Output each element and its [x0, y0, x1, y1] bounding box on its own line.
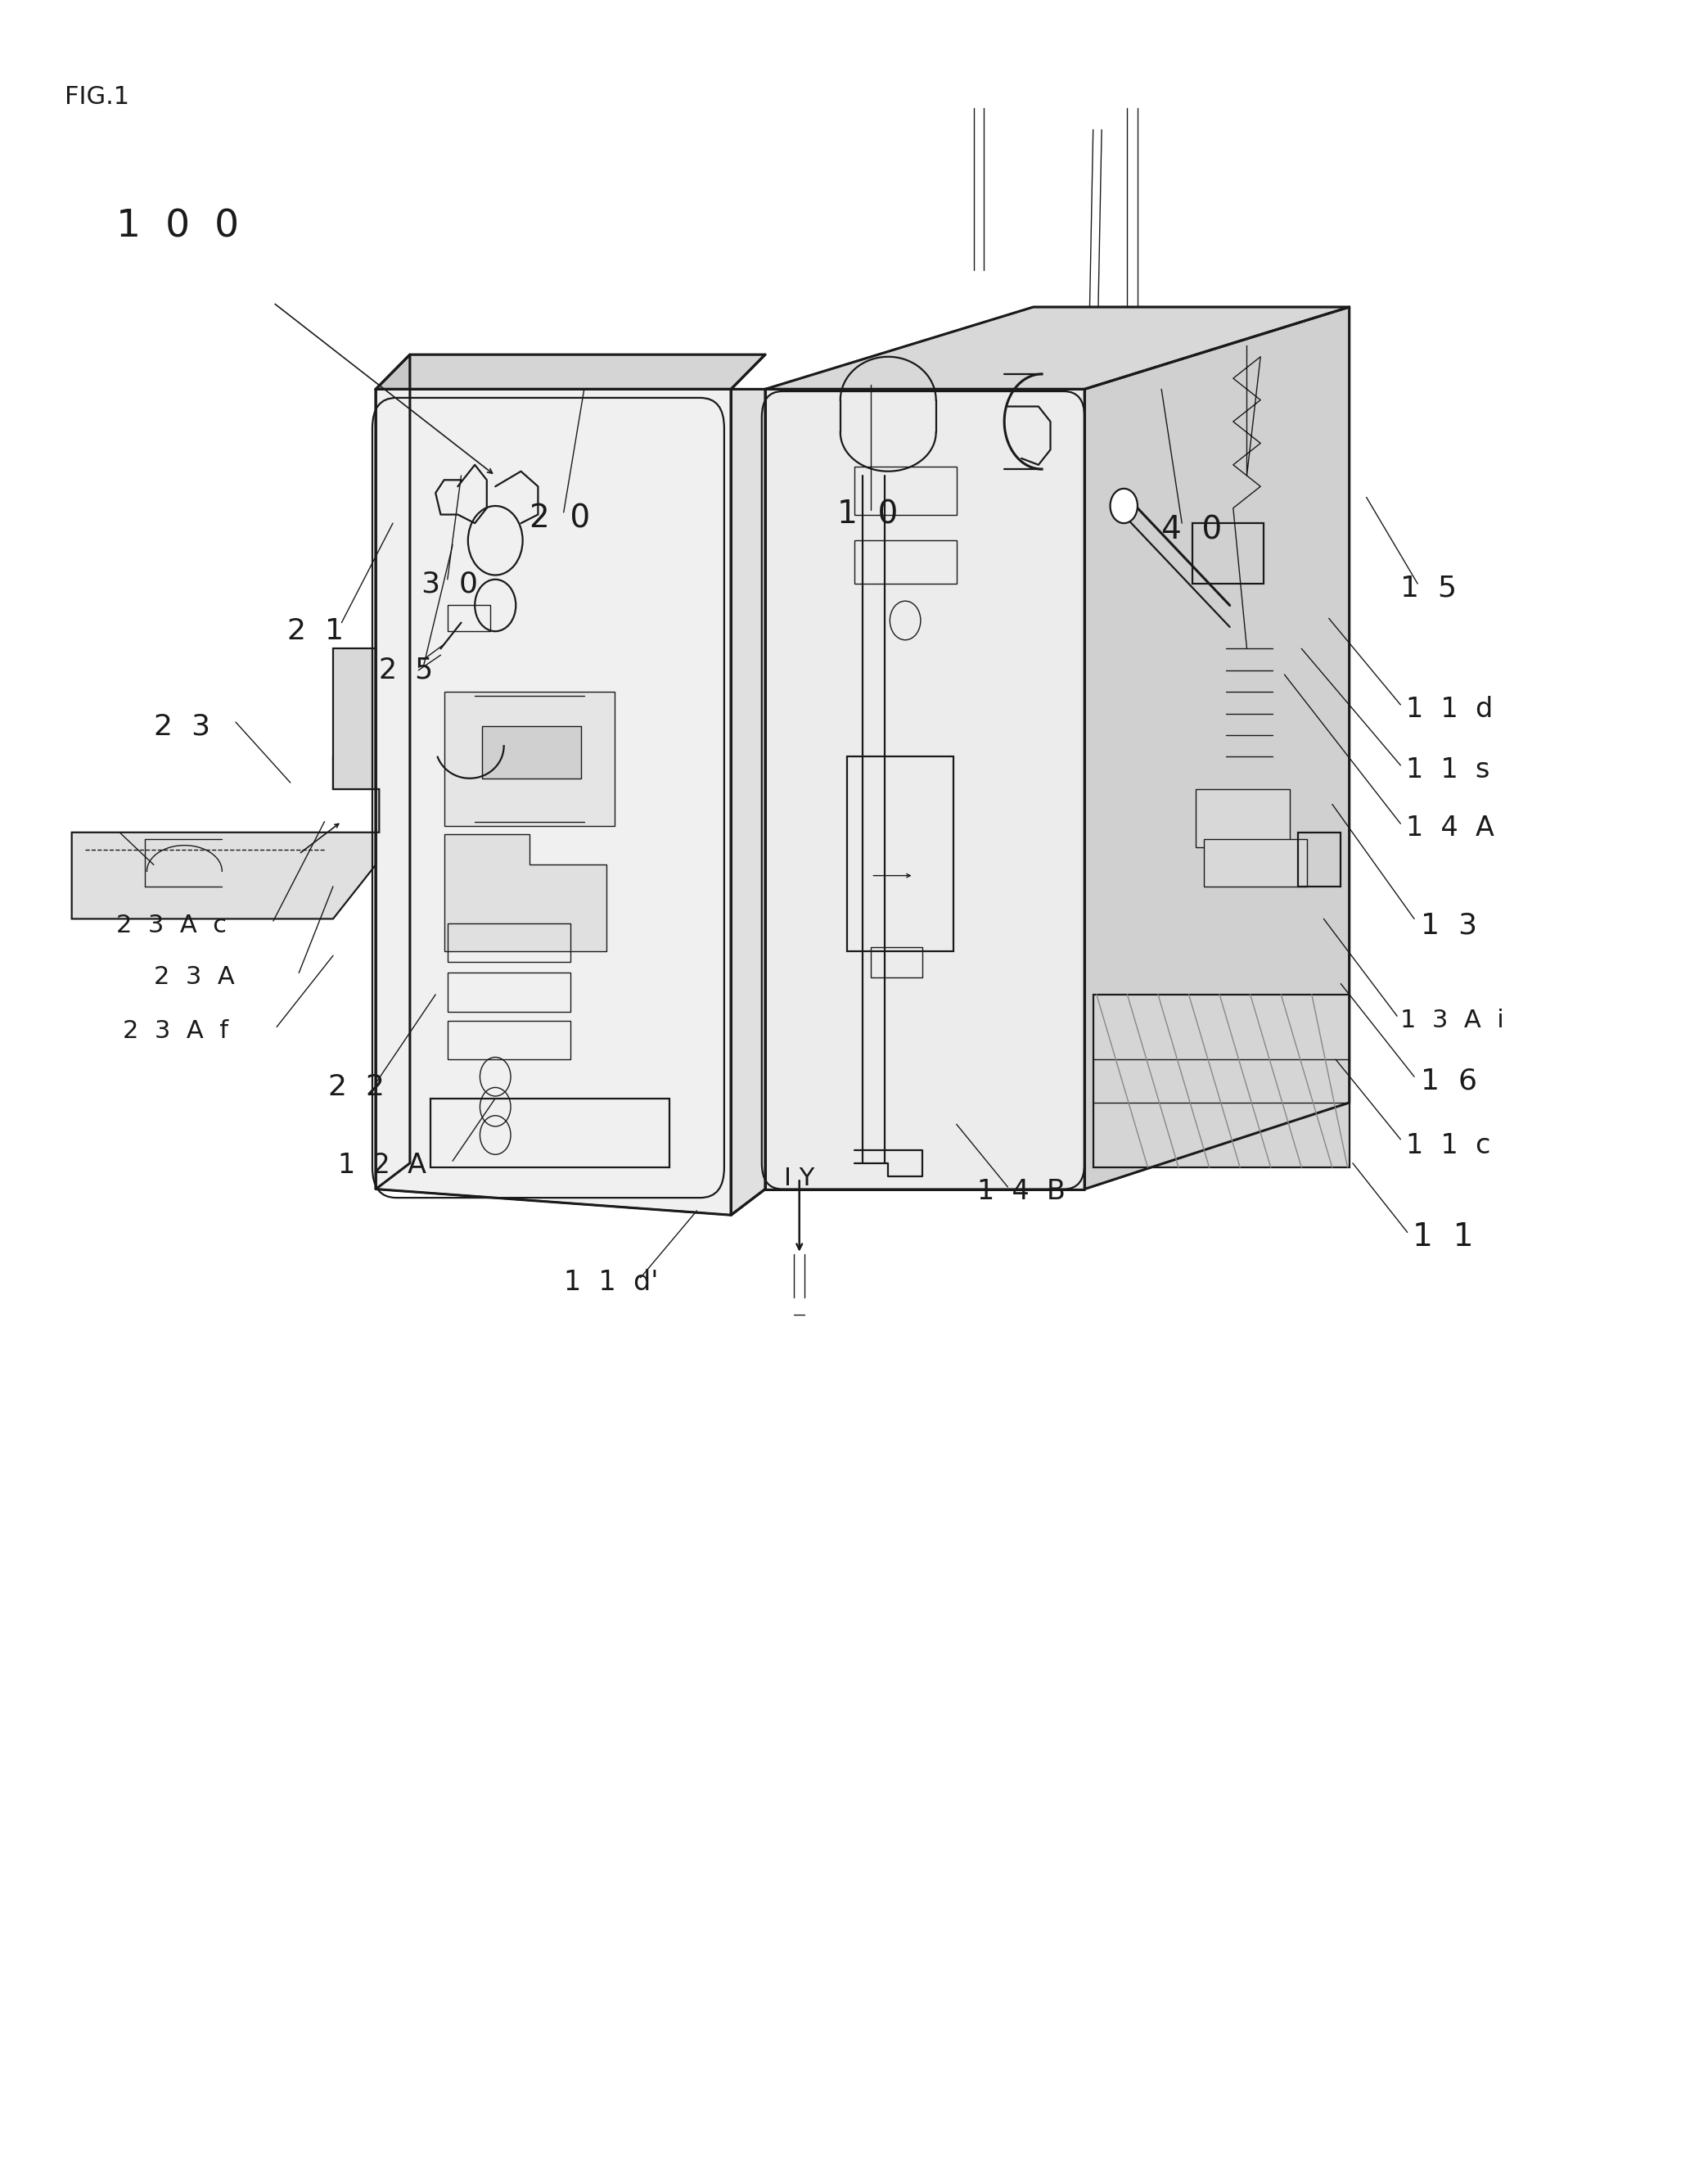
Polygon shape — [444, 835, 606, 951]
Text: 1  3: 1 3 — [1421, 912, 1477, 938]
Bar — [871, 947, 922, 977]
Text: 4  0: 4 0 — [1161, 515, 1223, 545]
Text: 3  0: 3 0 — [422, 571, 478, 597]
Text: 1  1  d': 1 1 d' — [564, 1269, 658, 1295]
Polygon shape — [1196, 789, 1290, 848]
Bar — [854, 540, 956, 584]
Text: 1  0: 1 0 — [837, 499, 898, 530]
Text: 1  1  d: 1 1 d — [1406, 696, 1493, 722]
Text: 1  0  0: 1 0 0 — [116, 208, 239, 246]
Text: 1  3  A  i: 1 3 A i — [1401, 1010, 1505, 1031]
Text: 2  3  A  f: 2 3 A f — [123, 1020, 229, 1042]
Bar — [447, 973, 570, 1012]
Bar — [447, 1020, 570, 1059]
Text: 2  2: 2 2 — [328, 1075, 384, 1100]
Bar — [430, 1098, 670, 1167]
Text: 1  6: 1 6 — [1421, 1068, 1477, 1094]
Polygon shape — [765, 389, 1085, 1189]
Polygon shape — [1093, 995, 1349, 1167]
Text: I Y: I Y — [784, 1167, 815, 1189]
Text: 1  4  A: 1 4 A — [1406, 815, 1494, 841]
Circle shape — [1110, 489, 1138, 523]
Bar — [447, 923, 570, 962]
Bar — [847, 757, 953, 951]
Text: 2  3: 2 3 — [154, 713, 210, 739]
Text: 1  4  B: 1 4 B — [977, 1178, 1066, 1204]
Polygon shape — [376, 355, 410, 1189]
Bar — [1204, 839, 1307, 886]
Text: 2  0: 2 0 — [529, 504, 591, 534]
Polygon shape — [72, 757, 379, 919]
Polygon shape — [765, 307, 1349, 389]
Text: 2  3  A  c: 2 3 A c — [116, 915, 227, 936]
Bar — [1192, 523, 1264, 584]
Polygon shape — [444, 692, 615, 826]
Text: 2  5: 2 5 — [379, 657, 434, 683]
Polygon shape — [1085, 307, 1349, 1189]
Text: 1  1  c: 1 1 c — [1406, 1133, 1491, 1159]
Text: FIG.1: FIG.1 — [65, 86, 130, 108]
Text: 1  5: 1 5 — [1401, 575, 1457, 601]
Polygon shape — [376, 355, 765, 389]
Polygon shape — [376, 389, 731, 1215]
Polygon shape — [333, 649, 376, 789]
Bar — [1298, 832, 1341, 886]
Polygon shape — [731, 389, 765, 1215]
Text: 1  1  s: 1 1 s — [1406, 757, 1489, 783]
Text: 1  2  A: 1 2 A — [338, 1152, 427, 1178]
Text: 1  1: 1 1 — [1413, 1222, 1474, 1252]
Bar — [482, 726, 581, 778]
Text: 2  3  A: 2 3 A — [154, 966, 234, 988]
Bar — [854, 467, 956, 515]
Text: 2  1: 2 1 — [287, 618, 343, 644]
Bar — [447, 605, 490, 631]
